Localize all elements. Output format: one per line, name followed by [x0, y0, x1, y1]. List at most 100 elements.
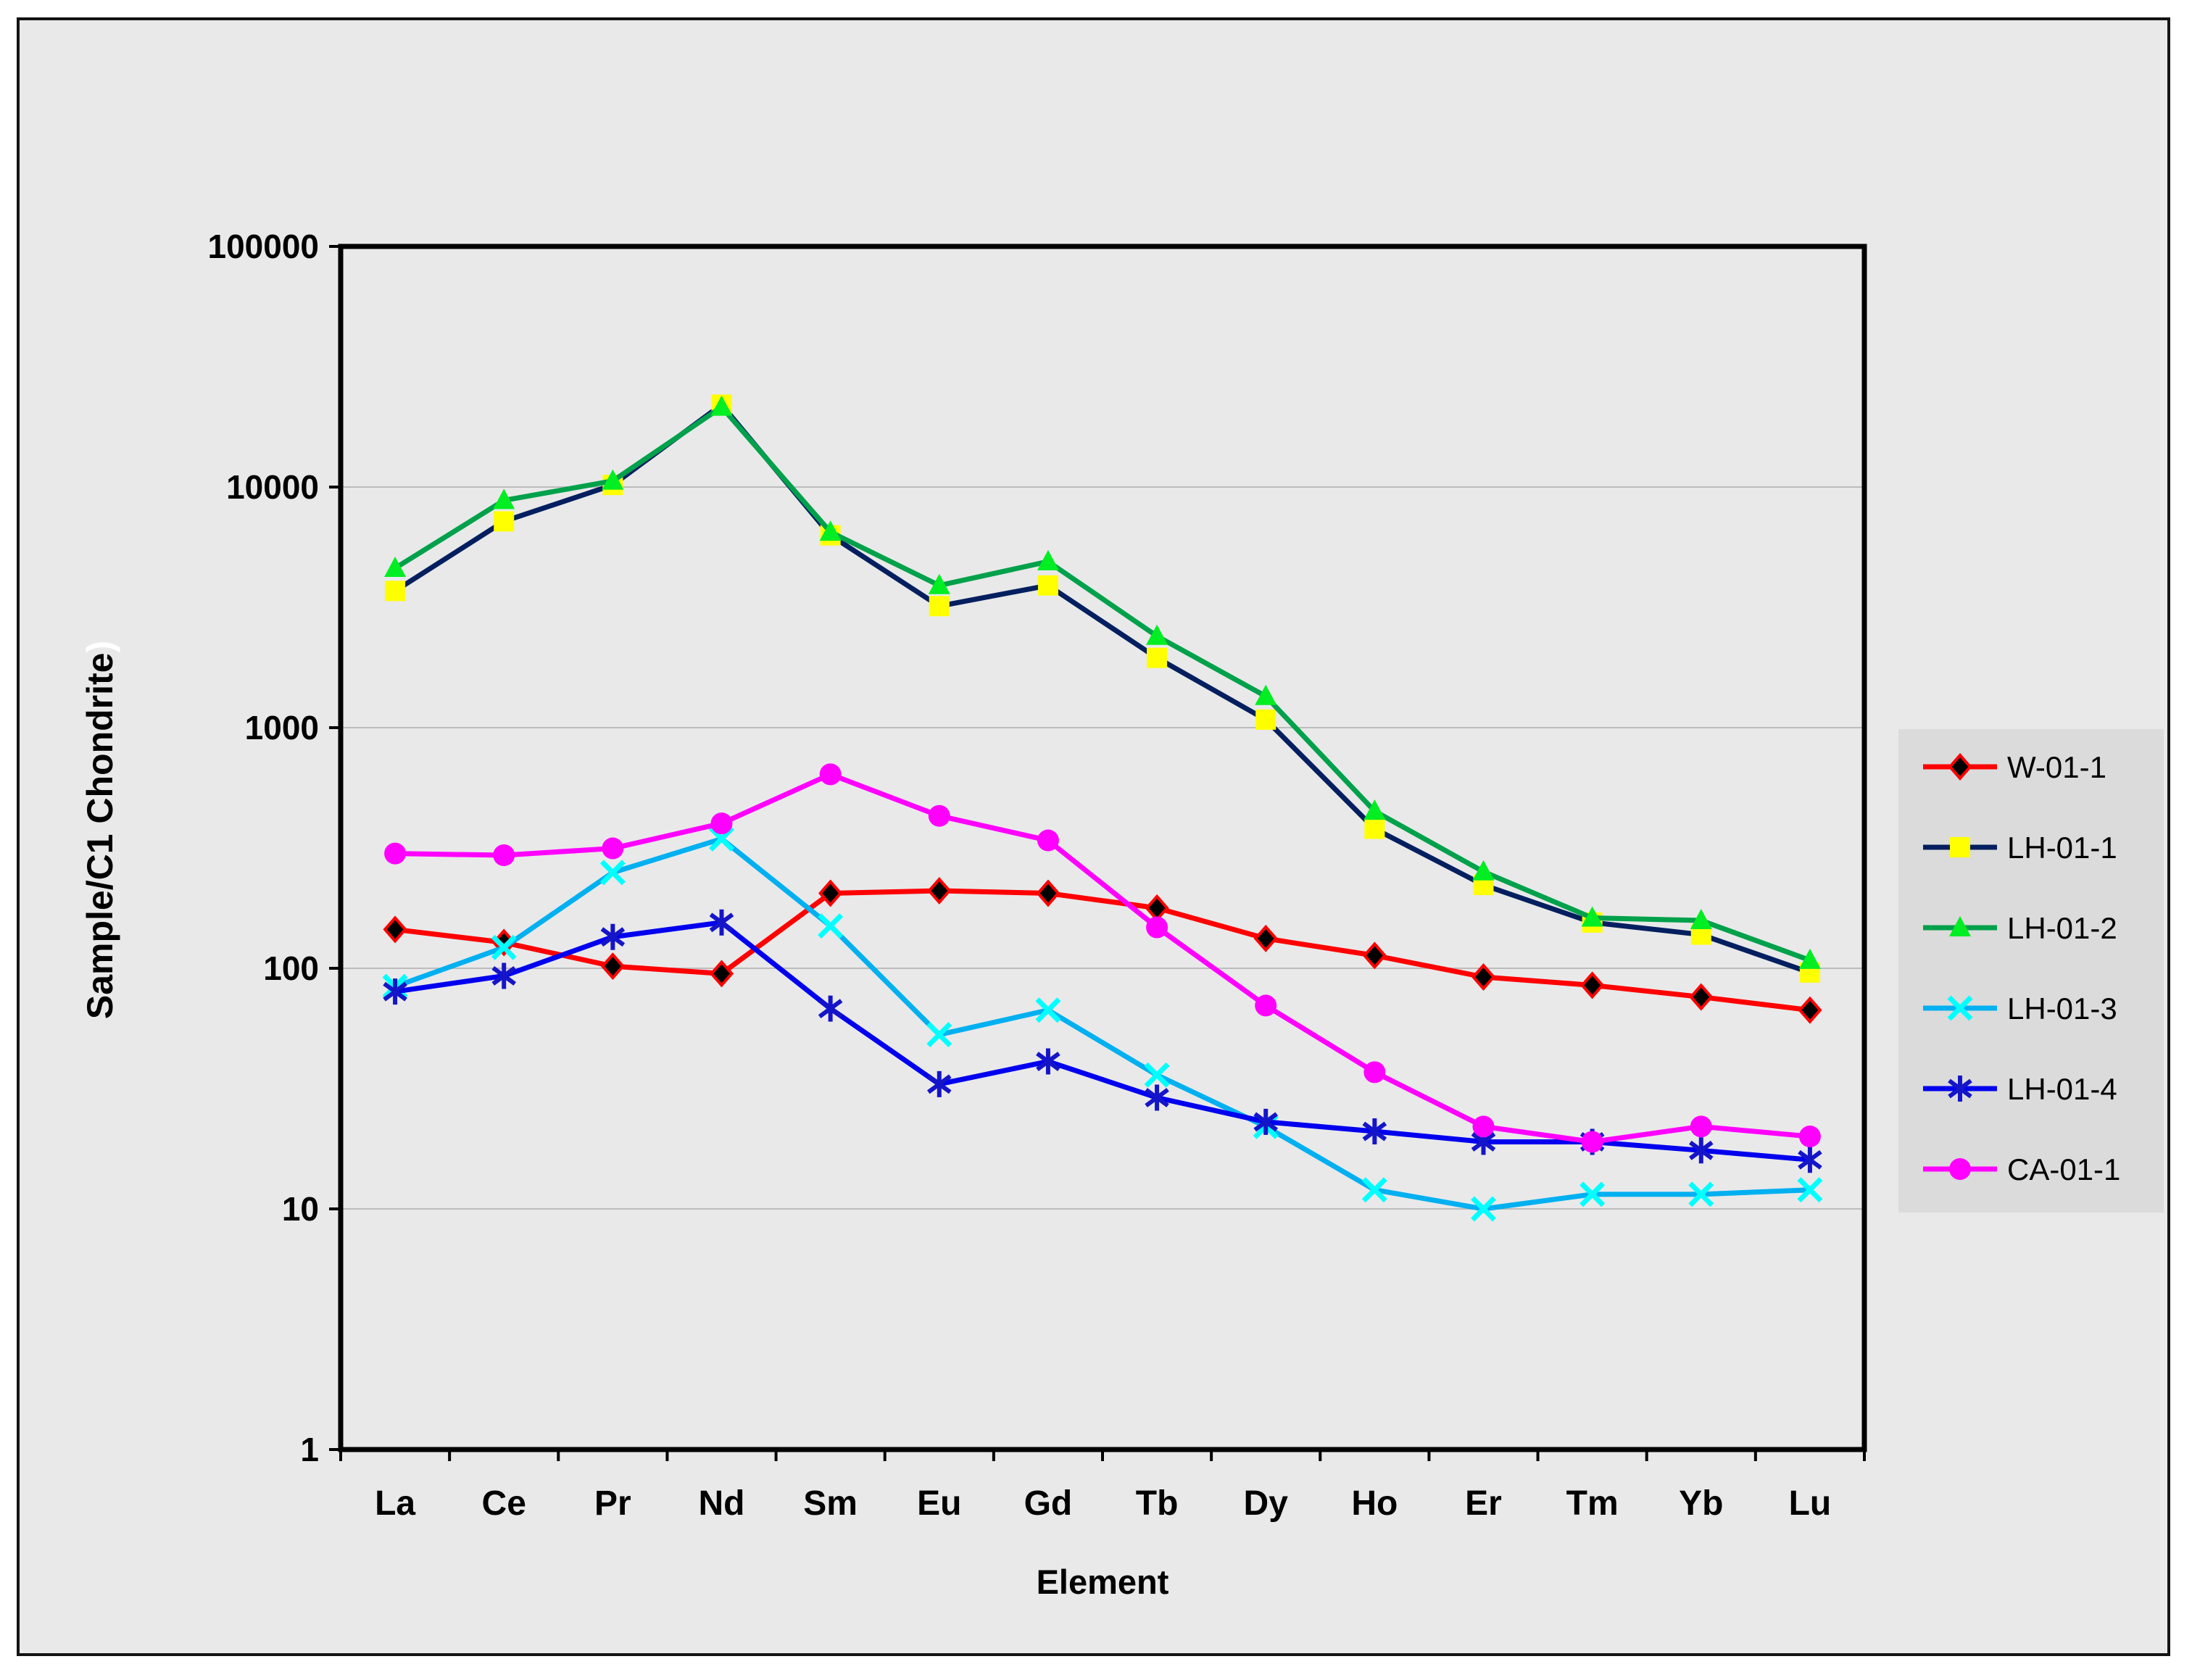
x-tick-label-Ho: Ho: [1351, 1484, 1398, 1523]
marker-asterisk-LH-01-4: [491, 962, 516, 989]
legend-label-LH-01-3: LH-01-3: [2007, 991, 2117, 1026]
marker-asterisk-LH-01-4: [1145, 1084, 1169, 1111]
y-tick-label-10: 10: [282, 1190, 319, 1228]
marker-diamond-W-01-1: [1145, 894, 1169, 922]
marker-x-LH-01-3: [1361, 1177, 1387, 1203]
legend-box: [1898, 729, 2164, 1213]
marker-circle-CA-01-1: [384, 842, 407, 865]
marker-asterisk-LH-01-4: [1798, 1147, 1822, 1173]
marker-x-LH-01-3: [926, 1022, 952, 1048]
figure-frame: [17, 17, 2170, 1656]
marker-triangle-LH-01-2: [1472, 860, 1495, 881]
x-tick-label-Sm: Sm: [803, 1484, 858, 1523]
marker-triangle-LH-01-2: [1949, 916, 1971, 936]
marker-triangle-LH-01-2: [819, 520, 842, 541]
series-line-LH-01-3: [394, 836, 1811, 1212]
y-axis-title-suffix: ): [80, 640, 120, 653]
series-line-W-01-1: [394, 888, 1811, 1013]
marker-square-LH-01-1: [1037, 575, 1058, 596]
marker-diamond-W-01-1: [927, 876, 952, 905]
marker-x-LH-01-3: [1797, 1177, 1823, 1203]
marker-asterisk-LH-01-4: [709, 909, 734, 936]
marker-diamond-W-01-1: [1036, 879, 1060, 907]
legend-label-CA-01-1: CA-01-1: [2007, 1152, 2120, 1186]
marker-triangle-LH-01-2: [1690, 909, 1712, 930]
legend-label-LH-01-2: LH-01-2: [2007, 911, 2117, 945]
x-tick-label-Dy: Dy: [1244, 1484, 1289, 1523]
marker-asterisk-LH-01-4: [1689, 1137, 1714, 1164]
y-axis-title-text: Sample/C1 Chondrite: [80, 652, 120, 1020]
marker-triangle-LH-01-2: [1798, 948, 1821, 969]
marker-diamond-W-01-1: [1579, 971, 1605, 999]
marker-asterisk-LH-01-4: [1253, 1108, 1278, 1135]
marker-square-LH-01-1: [1364, 818, 1385, 839]
y-tick-label-100000: 100000: [208, 228, 320, 265]
x-tick-label-Yb: Yb: [1679, 1484, 1723, 1523]
x-tick-label-Er: Er: [1465, 1484, 1502, 1523]
x-tick-label-Lu: Lu: [1789, 1484, 1832, 1523]
x-axis-title: Element: [1036, 1563, 1169, 1601]
marker-circle-CA-01-1: [928, 804, 950, 827]
marker-asterisk-LH-01-4: [1362, 1118, 1387, 1145]
marker-x-LH-01-3: [599, 860, 626, 886]
series-line-CA-01-1: [395, 771, 1811, 1144]
x-tick-label-Tm: Tm: [1566, 1484, 1619, 1523]
x-tick-label-Pr: Pr: [594, 1484, 631, 1523]
marker-x-LH-01-3: [709, 826, 734, 852]
y-tick-label-100: 100: [263, 949, 319, 987]
marker-square-LH-01-1: [1147, 647, 1168, 668]
marker-triangle-LH-01-2: [493, 488, 515, 510]
marker-diamond-W-01-1: [818, 879, 843, 907]
marker-triangle-LH-01-2: [1255, 684, 1277, 705]
marker-asterisk-LH-01-4: [818, 995, 843, 1022]
marker-triangle-LH-01-2: [602, 469, 624, 490]
marker-x-LH-01-3: [491, 934, 517, 960]
x-tick-label-La: La: [375, 1484, 415, 1523]
legend-label-LH-01-4: LH-01-4: [2007, 1072, 2117, 1106]
marker-diamond-W-01-1: [1253, 924, 1278, 952]
marker-circle-CA-01-1: [1949, 1158, 1971, 1180]
marker-circle-CA-01-1: [1690, 1115, 1712, 1138]
marker-circle-CA-01-1: [710, 812, 733, 835]
marker-square-LH-01-1: [494, 511, 515, 532]
marker-triangle-LH-01-2: [710, 395, 733, 416]
marker-diamond-W-01-1: [1948, 752, 1972, 781]
marker-diamond-W-01-1: [383, 915, 407, 944]
marker-circle-CA-01-1: [1472, 1115, 1495, 1138]
marker-square-LH-01-1: [929, 596, 950, 617]
marker-circle-CA-01-1: [493, 844, 515, 867]
marker-x-LH-01-3: [1947, 995, 1973, 1021]
marker-diamond-W-01-1: [1798, 996, 1822, 1024]
marker-triangle-LH-01-2: [1363, 799, 1386, 820]
y-tick-label-10000: 10000: [226, 468, 319, 506]
marker-triangle-LH-01-2: [928, 573, 950, 594]
marker-diamond-W-01-1: [709, 960, 734, 988]
marker-square-LH-01-1: [1950, 837, 1970, 857]
y-tick-label-1000: 1000: [245, 709, 319, 747]
marker-asterisk-LH-01-4: [1036, 1048, 1060, 1075]
marker-x-LH-01-3: [1035, 997, 1061, 1023]
marker-circle-CA-01-1: [1581, 1131, 1603, 1153]
x-tick-label-Eu: Eu: [917, 1484, 961, 1523]
marker-diamond-W-01-1: [1471, 962, 1496, 991]
marker-triangle-LH-01-2: [1581, 906, 1603, 927]
y-axis-title: Sample/C1 Chondrite): [79, 641, 121, 1019]
legend-label-LH-01-1: LH-01-1: [2007, 831, 2117, 865]
marker-diamond-W-01-1: [1689, 983, 1714, 1011]
marker-square-LH-01-1: [1255, 709, 1276, 730]
marker-circle-CA-01-1: [1146, 916, 1168, 939]
marker-diamond-W-01-1: [600, 952, 626, 981]
marker-square-LH-01-1: [385, 581, 406, 602]
plot-border: [338, 244, 1867, 1452]
y-tick-label-1: 1: [300, 1431, 319, 1468]
marker-circle-CA-01-1: [1037, 829, 1059, 852]
marker-asterisk-LH-01-4: [1948, 1076, 1972, 1102]
x-tick-label-Tb: Tb: [1136, 1484, 1179, 1523]
legend-label-W-01-1: W-01-1: [2007, 750, 2106, 784]
marker-circle-CA-01-1: [602, 837, 624, 860]
x-tick-label-Gd: Gd: [1024, 1484, 1073, 1523]
marker-x-LH-01-3: [1688, 1181, 1714, 1207]
marker-circle-CA-01-1: [1798, 1126, 1821, 1148]
marker-asterisk-LH-01-4: [927, 1070, 952, 1097]
